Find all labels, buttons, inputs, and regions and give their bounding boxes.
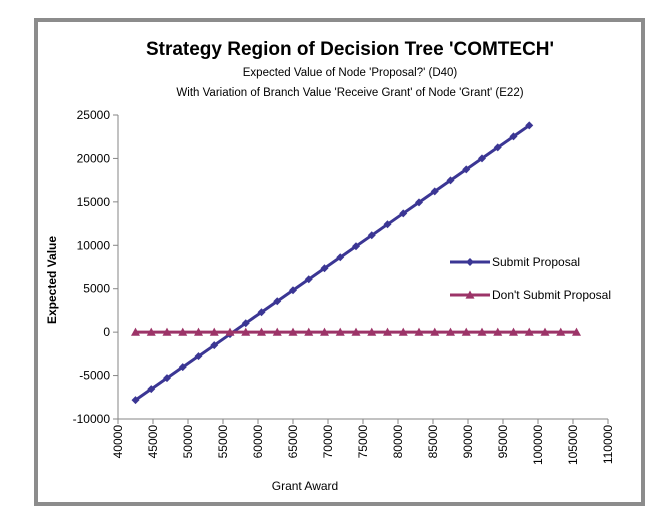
series-2-point xyxy=(241,327,251,336)
y-tick-label: 10000 xyxy=(77,238,111,252)
y-tick-label: 5000 xyxy=(83,282,110,296)
y-tick-label: 20000 xyxy=(77,151,111,165)
series-2-point xyxy=(288,327,298,336)
series-1-point xyxy=(493,143,502,152)
x-tick-label: 95000 xyxy=(496,425,510,459)
y-tick-label: 0 xyxy=(103,325,110,339)
series-2-point xyxy=(556,327,566,336)
y-tick-label: 25000 xyxy=(77,108,111,122)
series-line-1 xyxy=(134,124,531,402)
series-2-point xyxy=(477,327,487,336)
series-2-point xyxy=(131,327,140,336)
y-tick-label: -5000 xyxy=(79,369,110,383)
x-tick-label: 100000 xyxy=(531,425,545,465)
x-tick-label: 110000 xyxy=(601,425,615,464)
series-1-point xyxy=(210,341,219,350)
legend-swatch-marker xyxy=(466,258,474,266)
series-2-point xyxy=(461,327,471,336)
series-2-point xyxy=(430,327,440,336)
x-tick-label: 50000 xyxy=(181,425,195,459)
legend: Submit Proposal Don't Submit Proposal xyxy=(450,255,611,302)
y-tick-label: 15000 xyxy=(77,195,111,209)
series-1-point xyxy=(399,209,408,218)
series-2-point xyxy=(225,327,235,336)
series-2-point xyxy=(257,327,266,336)
series-1-point xyxy=(509,132,518,141)
series-1-point xyxy=(194,352,203,361)
series-1-point xyxy=(241,319,250,328)
series-1-point xyxy=(446,176,455,185)
y-tick-label: -10000 xyxy=(73,412,111,426)
x-tick-label: 40000 xyxy=(111,425,125,459)
legend-entry-label: Don't Submit Proposal xyxy=(492,288,611,302)
series-1-point xyxy=(178,363,187,372)
series-2-point xyxy=(335,327,345,336)
series-1-point xyxy=(147,385,156,394)
x-tick-label: 70000 xyxy=(321,425,335,459)
x-tick-label: 75000 xyxy=(356,425,370,459)
x-axis-label: Grant Award xyxy=(272,479,338,493)
series-1 xyxy=(131,121,534,405)
series-2 xyxy=(131,327,581,336)
series-2-point xyxy=(304,327,314,336)
series-2-point xyxy=(272,327,282,336)
y-axis-label: Expected Value xyxy=(45,236,59,324)
x-tick-label: 55000 xyxy=(216,425,230,459)
series-1-point xyxy=(352,242,360,251)
series-2-point xyxy=(367,327,377,336)
series-2-point xyxy=(320,327,329,336)
chart-subtitle-line-2: With Variation of Branch Value 'Receive … xyxy=(176,87,523,99)
chart-title: Strategy Region of Decision Tree 'COMTEC… xyxy=(146,39,554,60)
series-1-point xyxy=(289,286,297,295)
series-2-point xyxy=(398,327,408,336)
x-tick-label: 60000 xyxy=(251,425,265,459)
series-2-point xyxy=(194,327,203,336)
series-1-point xyxy=(383,220,392,229)
series-2-point xyxy=(146,327,156,336)
series-2-point xyxy=(524,327,534,336)
series-2-point xyxy=(572,327,581,336)
chart: Strategy Region of Decision Tree 'COMTEC… xyxy=(45,39,615,493)
series-1-point xyxy=(257,308,266,317)
series-2-point xyxy=(509,327,518,336)
x-tick-label: 65000 xyxy=(286,425,300,459)
series-1-point xyxy=(336,253,345,262)
x-tick-label: 105000 xyxy=(566,425,580,465)
series-2-point xyxy=(383,327,392,336)
series-1-point xyxy=(478,154,486,163)
legend-entry-label: Submit Proposal xyxy=(492,255,580,269)
plot-area: -10000 -5000 0 5000 10000 15000 20000 25000 4000… xyxy=(73,108,615,465)
series-1-point xyxy=(163,374,171,383)
series-1-point xyxy=(320,264,329,273)
chart-subtitle-line-1: Expected Value of Node 'Proposal?' (D40) xyxy=(243,67,458,79)
x-tick-label: 90000 xyxy=(461,425,475,459)
series-2-point xyxy=(446,327,455,336)
series-2-point xyxy=(209,327,219,336)
series-1-point xyxy=(462,165,471,174)
series-1-point xyxy=(367,231,376,240)
x-tick-label: 80000 xyxy=(391,425,405,459)
x-tick-label: 45000 xyxy=(146,425,160,459)
series-2-point xyxy=(162,327,172,336)
series-1-point xyxy=(525,121,534,130)
series-2-point xyxy=(414,327,424,336)
series-2-point xyxy=(351,327,361,336)
series-1-point xyxy=(430,187,439,196)
series-1-point xyxy=(304,275,313,284)
series-1-point xyxy=(415,198,423,207)
x-tick-label: 85000 xyxy=(426,425,440,459)
legend-swatch-marker xyxy=(465,290,475,299)
series-1-point xyxy=(273,297,282,306)
series-2-point xyxy=(178,327,188,336)
series-1-point xyxy=(131,396,140,405)
series-2-point xyxy=(493,327,503,336)
chart-frame: Strategy Region of Decision Tree 'COMTEC… xyxy=(34,18,645,506)
series-2-point xyxy=(540,327,550,336)
